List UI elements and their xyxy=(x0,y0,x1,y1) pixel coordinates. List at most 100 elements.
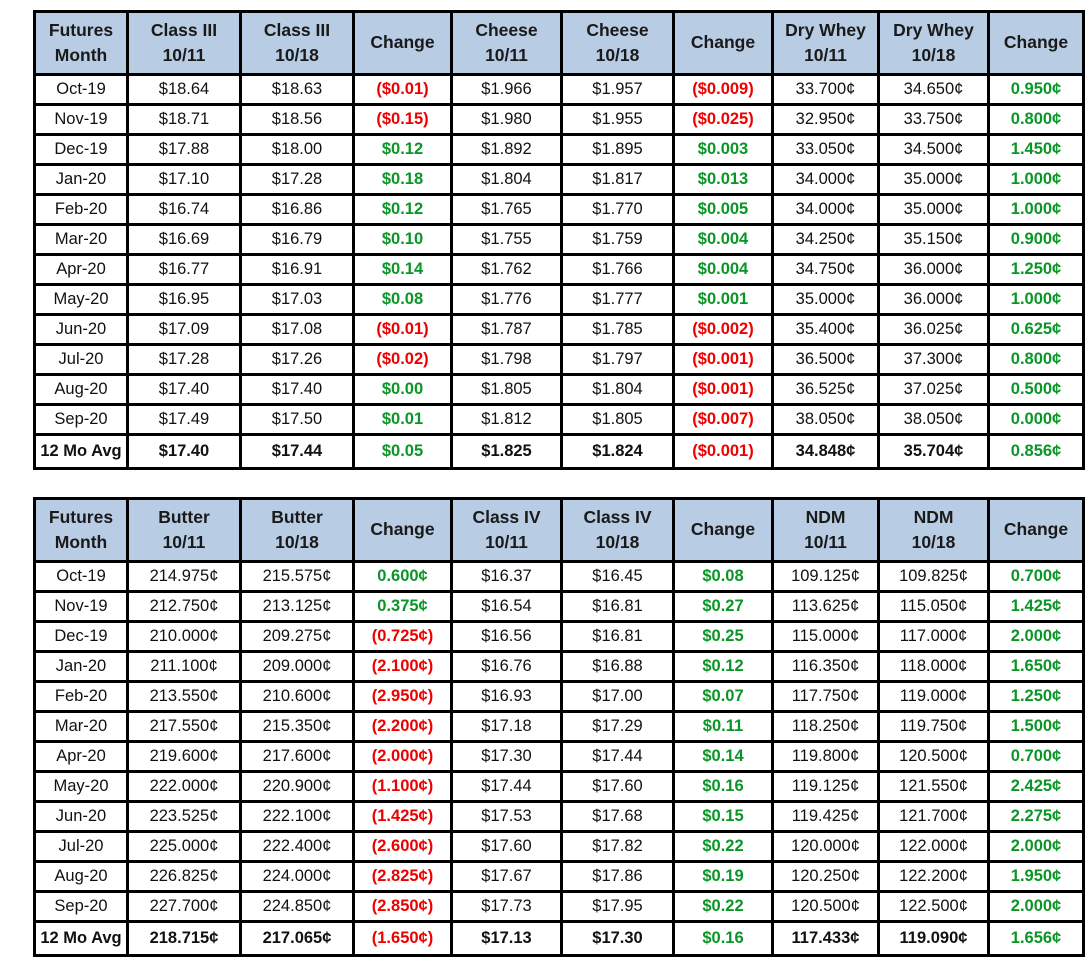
price-value-cell: 120.250¢ xyxy=(771,860,880,893)
column-header-line1: Change xyxy=(690,519,756,540)
price-value-cell: $1.955 xyxy=(560,103,675,136)
change-value-cell: 1.656¢ xyxy=(987,920,1085,957)
row-label-month: Aug-20 xyxy=(33,860,129,893)
column-header-line1: Change xyxy=(370,519,435,540)
column-header-line1: Cheese xyxy=(475,19,538,40)
row-label-month: Feb-20 xyxy=(33,680,129,713)
change-value-cell: $0.004 xyxy=(672,223,774,256)
futures-report-page: Futures Month Class III 10/11 Class III 10/18… xyxy=(33,10,1085,957)
price-value-cell: $17.13 xyxy=(450,920,563,957)
price-value-cell: 210.000¢ xyxy=(126,620,242,653)
price-value-cell: $17.50 xyxy=(239,403,355,436)
price-value-cell: $16.56 xyxy=(450,620,563,653)
row-label-month: Jul-20 xyxy=(33,830,129,863)
column-header-line2: 10/11 xyxy=(162,532,206,552)
table-row: Apr-20 $16.77 $16.91 $0.14 $1.762 $1.766 $0.00… xyxy=(33,253,1085,286)
price-value-cell: $1.787 xyxy=(450,313,563,346)
price-value-cell: 224.850¢ xyxy=(239,890,355,923)
change-value-cell: (2.850¢) xyxy=(352,890,453,923)
column-header: Change xyxy=(672,497,774,563)
price-value-cell: 215.575¢ xyxy=(239,560,355,593)
row-label-month: Apr-20 xyxy=(33,740,129,773)
column-header-line1: NDM xyxy=(805,506,846,527)
row-label-month: Apr-20 xyxy=(33,253,129,286)
price-value-cell: 210.600¢ xyxy=(239,680,355,713)
change-value-cell: 1.500¢ xyxy=(987,710,1085,743)
price-value-cell: 38.050¢ xyxy=(771,403,880,436)
price-value-cell: $17.18 xyxy=(450,710,563,743)
price-value-cell: 32.950¢ xyxy=(771,103,880,136)
price-value-cell: 118.000¢ xyxy=(877,650,990,683)
average-row: 12 Mo Avg 218.715¢ 217.065¢ (1.650¢) $17.13 $… xyxy=(33,920,1085,957)
price-value-cell: 33.700¢ xyxy=(771,73,880,106)
price-value-cell: 35.150¢ xyxy=(877,223,990,256)
change-value-cell: ($0.01) xyxy=(352,313,453,346)
price-value-cell: $1.785 xyxy=(560,313,675,346)
price-value-cell: $16.88 xyxy=(560,650,675,683)
price-value-cell: 119.000¢ xyxy=(877,680,990,713)
price-value-cell: 36.500¢ xyxy=(771,343,880,376)
price-value-cell: $1.765 xyxy=(450,193,563,226)
change-value-cell: ($0.025) xyxy=(672,103,774,136)
price-value-cell: 119.125¢ xyxy=(771,770,880,803)
change-value-cell: (2.000¢) xyxy=(352,740,453,773)
price-value-cell: 33.050¢ xyxy=(771,133,880,166)
price-value-cell: $17.73 xyxy=(450,890,563,923)
change-value-cell: (2.100¢) xyxy=(352,650,453,683)
price-value-cell: 209.275¢ xyxy=(239,620,355,653)
change-value-cell: $0.05 xyxy=(352,433,453,470)
price-value-cell: 113.625¢ xyxy=(771,590,880,623)
row-label-month: Dec-19 xyxy=(33,133,129,166)
change-value-cell: ($0.15) xyxy=(352,103,453,136)
price-value-cell: $1.812 xyxy=(450,403,563,436)
column-header-line1: NDM xyxy=(913,506,954,527)
change-value-cell: $0.01 xyxy=(352,403,453,436)
price-value-cell: $18.64 xyxy=(126,73,242,106)
price-value-cell: 119.750¢ xyxy=(877,710,990,743)
change-value-cell: 1.950¢ xyxy=(987,860,1085,893)
price-value-cell: $18.63 xyxy=(239,73,355,106)
price-value-cell: $1.797 xyxy=(560,343,675,376)
row-label-month: Sep-20 xyxy=(33,890,129,923)
change-value-cell: $0.15 xyxy=(672,800,774,833)
price-value-cell: 214.975¢ xyxy=(126,560,242,593)
change-value-cell: 0.900¢ xyxy=(987,223,1085,256)
price-value-cell: $17.08 xyxy=(239,313,355,346)
price-value-cell: 36.525¢ xyxy=(771,373,880,406)
change-value-cell: $0.11 xyxy=(672,710,774,743)
change-value-cell: 1.000¢ xyxy=(987,193,1085,226)
change-value-cell: $0.10 xyxy=(352,223,453,256)
column-header-line1: Futures xyxy=(48,19,114,40)
change-value-cell: $0.08 xyxy=(352,283,453,316)
price-value-cell: 209.000¢ xyxy=(239,650,355,683)
table-row: Mar-20 $16.69 $16.79 $0.10 $1.755 $1.759 $0.00… xyxy=(33,223,1085,256)
price-value-cell: 119.090¢ xyxy=(877,920,990,957)
column-header-line1: Change xyxy=(690,32,756,53)
column-header-line1: Change xyxy=(370,32,435,53)
column-header: Class III 10/18 xyxy=(239,10,355,76)
price-value-cell: 34.650¢ xyxy=(877,73,990,106)
change-value-cell: $0.003 xyxy=(672,133,774,166)
price-value-cell: $1.824 xyxy=(560,433,675,470)
price-value-cell: 35.400¢ xyxy=(771,313,880,346)
column-header-line2: 10/11 xyxy=(485,532,528,552)
column-header-line1: Cheese xyxy=(586,19,649,40)
price-value-cell: $17.60 xyxy=(560,770,675,803)
column-header-line2: 10/18 xyxy=(911,45,956,65)
change-value-cell: 1.650¢ xyxy=(987,650,1085,683)
price-value-cell: $18.56 xyxy=(239,103,355,136)
price-value-cell: 33.750¢ xyxy=(877,103,990,136)
change-value-cell: 0.375¢ xyxy=(352,590,453,623)
price-value-cell: $17.40 xyxy=(126,433,242,470)
header-row: Futures Month Class III 10/11 Class III 10/18… xyxy=(33,10,1085,76)
change-value-cell: 1.250¢ xyxy=(987,253,1085,286)
column-header-line2: Month xyxy=(54,45,108,65)
column-header-line1: Butter xyxy=(158,506,210,527)
row-label-month: Oct-19 xyxy=(33,73,129,106)
price-value-cell: $17.26 xyxy=(239,343,355,376)
price-value-cell: $17.95 xyxy=(560,890,675,923)
price-value-cell: $16.93 xyxy=(450,680,563,713)
futures-table-butter-class4-ndm: Futures Month Butter 10/11 Butter 10/18 Change… xyxy=(33,497,1085,957)
average-row: 12 Mo Avg $17.40 $17.44 $0.05 $1.825 $1.824 ($… xyxy=(33,433,1085,470)
price-value-cell: 225.000¢ xyxy=(126,830,242,863)
